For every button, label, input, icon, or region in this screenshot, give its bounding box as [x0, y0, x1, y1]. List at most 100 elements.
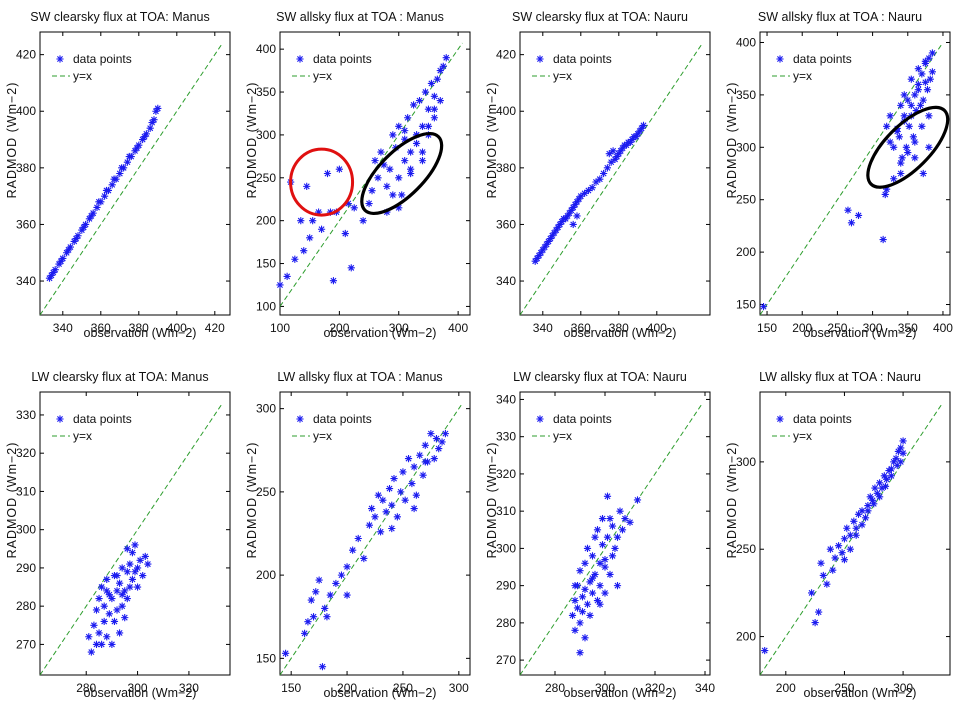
data-point: [583, 600, 592, 608]
y-tick-label: 300: [256, 402, 276, 416]
data-point: [588, 589, 597, 597]
data-point: [98, 640, 106, 649]
data-point: [323, 613, 331, 621]
data-point: [539, 246, 547, 254]
data-point: [118, 591, 126, 599]
data-point: [430, 114, 438, 122]
data-point: [105, 591, 113, 599]
data-point: [92, 640, 101, 649]
y-tick-label: 250: [736, 193, 756, 207]
y-tick-label: 320: [496, 467, 516, 481]
data-point: [565, 209, 573, 217]
data-point: [125, 152, 133, 161]
data-point: [878, 484, 886, 492]
data-point: [115, 579, 124, 587]
data-point: [376, 528, 385, 536]
plot-frame: [279, 31, 471, 316]
data-point: [108, 640, 116, 649]
data-point: [925, 54, 933, 62]
chart-panel: SW clearsky flux at TOA: Nauru RADMOD (W…: [480, 0, 720, 360]
legend-marker-data-points: [296, 55, 304, 63]
data-point: [558, 218, 566, 226]
data-point: [87, 648, 95, 656]
plot-frame: [519, 31, 711, 316]
data-point: [634, 130, 642, 138]
chart-panel: SW allsky flux at TOA : Manus RADMOD (Wm…: [240, 0, 480, 360]
data-point: [380, 161, 388, 169]
chart-panel: LW allsky flux at TOA : Manus RADMOD (Wm…: [240, 360, 480, 720]
data-point: [103, 633, 111, 641]
x-tick-label: 300: [863, 321, 883, 335]
data-point: [435, 445, 443, 453]
data-point: [573, 212, 581, 220]
x-tick-label: 200: [792, 321, 812, 335]
data-point: [902, 143, 910, 151]
data-point: [399, 468, 407, 476]
data-point: [618, 526, 627, 534]
x-axis-label: observation (Wm−2): [323, 686, 437, 700]
data-point: [321, 604, 329, 613]
data-point: [326, 208, 335, 216]
data-point: [439, 62, 447, 70]
data-point: [550, 229, 558, 237]
data-point: [113, 606, 121, 614]
data-point: [441, 430, 450, 438]
y-tick-label: 380: [16, 161, 36, 175]
legend-marker-data-points: [776, 415, 784, 423]
data-point: [90, 621, 98, 629]
legend-label-data-points: data points: [313, 52, 372, 66]
data-point: [123, 545, 131, 553]
data-point: [571, 626, 579, 634]
chart-title: SW allsky flux at TOA : Manus: [276, 10, 444, 24]
data-point: [100, 617, 108, 626]
data-point: [427, 430, 435, 438]
data-point: [601, 563, 609, 571]
yx-reference-line: [759, 43, 943, 316]
data-point: [398, 191, 406, 199]
data-point: [430, 454, 438, 463]
data-point: [123, 158, 131, 166]
chart-panel: SW allsky flux at TOA : Nauru RADMOD (Wm…: [720, 0, 960, 360]
data-point: [921, 57, 929, 65]
data-point: [337, 571, 346, 579]
x-tick-label: 150: [757, 321, 777, 335]
legend-label-yx: y=x: [313, 69, 332, 83]
data-point: [152, 107, 160, 115]
x-tick-label: 100: [270, 321, 290, 335]
x-tick-label: 250: [827, 321, 847, 335]
data-point: [900, 112, 908, 120]
data-point: [418, 148, 427, 156]
data-point: [846, 545, 854, 553]
data-point: [306, 234, 314, 242]
data-point: [892, 454, 900, 462]
y-tick-label: 300: [736, 455, 756, 469]
yx-reference-line: [519, 43, 703, 316]
chart-title: SW clearsky flux at TOA: Manus: [30, 10, 210, 24]
data-point: [92, 606, 101, 614]
data-point: [133, 564, 142, 572]
x-tick-label: 200: [337, 681, 357, 695]
data-point: [390, 474, 398, 483]
legend-label-yx: y=x: [553, 69, 572, 83]
data-point: [401, 157, 409, 165]
data-point: [829, 566, 837, 574]
data-point: [596, 559, 604, 567]
legend-marker-data-points: [536, 55, 544, 63]
data-point: [571, 582, 579, 590]
legend-marker-data-points: [56, 415, 64, 423]
data-point: [899, 437, 907, 445]
data-point: [911, 154, 919, 162]
y-tick-label: 300: [496, 541, 516, 555]
x-tick-label: 300: [389, 321, 409, 335]
data-point: [633, 496, 642, 504]
data-point: [397, 488, 405, 496]
y-tick-label: 400: [496, 104, 516, 118]
y-tick-label: 250: [256, 171, 276, 185]
data-point: [93, 203, 101, 212]
data-point: [609, 147, 617, 155]
data-point: [401, 135, 409, 143]
data-point: [309, 217, 317, 225]
scatter-plot: 100 200 300 400 100 150 200 250 300 350 400 data po…: [256, 31, 471, 335]
data-point: [852, 524, 860, 532]
data-point: [404, 114, 412, 122]
